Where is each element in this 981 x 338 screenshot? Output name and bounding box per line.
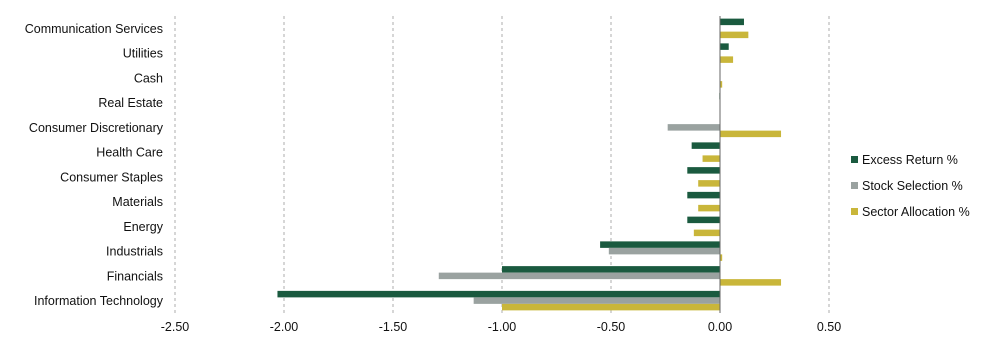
legend-label: Excess Return %	[862, 153, 958, 167]
bar	[720, 18, 744, 26]
legend-swatch	[851, 156, 858, 163]
legend-swatch	[851, 208, 858, 215]
category-label: Communication Services	[25, 22, 163, 36]
bar	[720, 81, 723, 88]
x-tick-label: 0.00	[708, 320, 732, 334]
bar	[608, 247, 720, 255]
bar	[473, 297, 720, 304]
x-tick-label: -1.50	[379, 320, 408, 334]
bar	[277, 290, 720, 298]
category-label: Cash	[134, 71, 163, 85]
legend-swatch	[851, 182, 858, 189]
category-label: Information Technology	[34, 294, 164, 308]
bar	[698, 180, 720, 187]
legend-label: Stock Selection %	[862, 179, 963, 193]
bar	[502, 266, 720, 273]
x-tick-label: -1.00	[488, 320, 517, 334]
category-label: Industrials	[106, 245, 163, 259]
bar	[687, 216, 720, 224]
category-label: Consumer Staples	[60, 170, 163, 184]
bar	[720, 279, 782, 286]
bar	[600, 241, 720, 248]
bar	[687, 191, 720, 199]
x-tick-label: -0.50	[597, 320, 626, 334]
x-tick-labels: -2.50 -2.00 -1.50 -1.00 -0.50 0.00 0.50	[161, 320, 841, 334]
x-tick-label: 0.50	[817, 320, 841, 334]
x-tick-label: -2.50	[161, 320, 190, 334]
category-label: Health Care	[96, 146, 163, 160]
bar	[502, 303, 720, 311]
category-label: Real Estate	[98, 96, 163, 110]
legend-label: Sector Allocation %	[862, 205, 970, 219]
bar	[693, 229, 720, 237]
category-label: Materials	[112, 195, 163, 209]
bar	[720, 31, 749, 39]
category-label: Financials	[107, 269, 163, 283]
bar	[667, 124, 720, 131]
category-label: Utilities	[123, 47, 163, 61]
category-label: Consumer Discretionary	[29, 121, 164, 135]
bar	[691, 142, 720, 149]
bar	[438, 272, 720, 280]
bar	[720, 43, 729, 50]
bar	[720, 56, 734, 63]
bar	[698, 204, 720, 212]
bars	[277, 18, 782, 311]
bar	[720, 254, 723, 261]
category-label: Energy	[123, 220, 163, 234]
bar	[687, 167, 720, 174]
category-labels: Communication Services Utilities Cash Real …	[25, 22, 164, 308]
bar	[720, 130, 782, 138]
x-tick-label: -2.00	[270, 320, 299, 334]
bar	[702, 155, 720, 162]
gridlines	[174, 16, 830, 313]
legend: Excess Return % Stock Selection % Sector A…	[851, 153, 970, 219]
